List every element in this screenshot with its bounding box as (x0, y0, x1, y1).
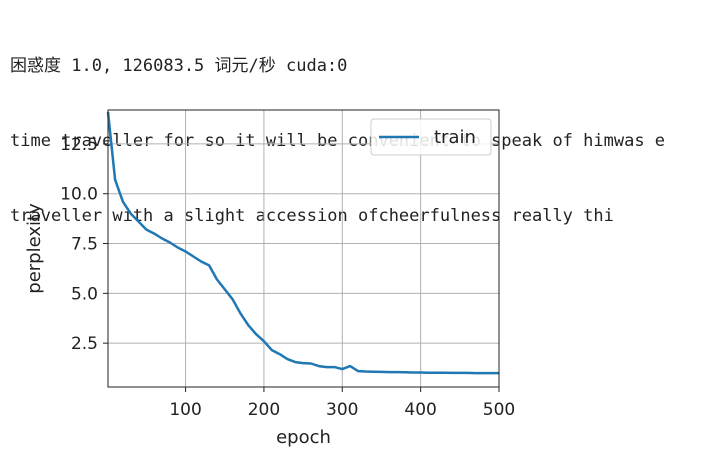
x-tick-label: 400 (404, 400, 436, 420)
x-tick-label: 500 (483, 400, 515, 420)
plot-frame (107, 109, 500, 388)
x-axis-label: epoch (276, 427, 331, 448)
y-tick-label: 12.5 (60, 135, 98, 155)
y-tick-label: 10.0 (60, 185, 98, 205)
output-line-metrics: 困惑度 1.0, 126083.5 词元/秒 cuda:0 (10, 56, 348, 76)
y-tick-label: 5.0 (71, 284, 98, 304)
series-line-train (106, 111, 499, 375)
y-axis-label: perplexity (24, 203, 45, 294)
y-tick-label: 7.5 (71, 235, 98, 255)
ticks: 100 200 300 400 500 2.5 5.0 7.5 10.0 12.5 (60, 135, 515, 420)
x-tick-label: 300 (326, 400, 358, 420)
legend-label-train: train (434, 127, 476, 148)
legend: train (370, 118, 492, 156)
x-tick-label: 100 (169, 400, 201, 420)
x-tick-label: 200 (248, 400, 280, 420)
series-layer (106, 111, 499, 375)
legend-box (370, 118, 492, 156)
y-tick-label: 2.5 (71, 334, 98, 354)
